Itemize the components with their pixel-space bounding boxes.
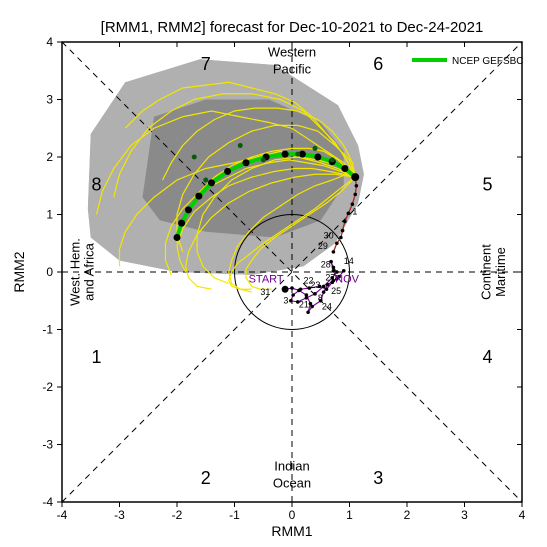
- region-label-top: Pacific: [273, 62, 312, 77]
- phase-number: 1: [91, 347, 101, 367]
- y-tick-label: 1: [46, 208, 53, 222]
- obs-day-label: 3: [283, 296, 288, 306]
- ensemble-dot: [330, 157, 335, 162]
- obs-point: [310, 305, 314, 309]
- obs-point: [322, 285, 326, 289]
- ensemble-mean-dot: [174, 234, 181, 241]
- obs-point: [339, 236, 343, 240]
- chart-title: [RMM1, RMM2] forecast for Dec-10-2021 to…: [101, 19, 484, 36]
- ensemble-mean-dot: [341, 165, 348, 172]
- obs-day-label: 31: [260, 287, 270, 297]
- x-axis-label: RMM1: [271, 523, 312, 539]
- obs-point: [332, 266, 336, 270]
- phase-number: 6: [373, 54, 383, 74]
- y-tick-label: -3: [42, 438, 53, 452]
- obs-point: [335, 241, 339, 245]
- x-tick-label: 3: [461, 508, 468, 522]
- ensemble-mean-dot: [314, 154, 321, 161]
- obs-start-label: START: [249, 273, 284, 285]
- region-label-bottom: Ocean: [273, 476, 311, 491]
- phase-number: 3: [373, 468, 383, 488]
- obs-point: [332, 250, 336, 254]
- ensemble-dot: [203, 178, 208, 183]
- region-label-right: Continent: [478, 244, 493, 300]
- mjo-phase-diagram: 3121222324258272829301431STARTNOV1234567…: [0, 0, 547, 547]
- x-tick-label: -1: [229, 508, 240, 522]
- obs-day-label: 14: [344, 256, 354, 266]
- x-tick-label: 1: [346, 508, 353, 522]
- obs-day-label: 29: [318, 241, 328, 251]
- phase-number: 4: [482, 347, 492, 367]
- y-tick-label: 2: [46, 150, 53, 164]
- obs-start-dot: [282, 286, 289, 293]
- plot-svg: 3121222324258272829301431STARTNOV1234567…: [0, 0, 547, 547]
- obs-day-label: 8: [318, 293, 323, 303]
- obs-point: [355, 184, 359, 188]
- y-tick-label: 4: [46, 35, 53, 49]
- obs-point: [343, 220, 347, 224]
- ensemble-mean-dot: [282, 151, 289, 158]
- x-tick-label: 0: [289, 508, 296, 522]
- obs-point: [289, 299, 293, 303]
- ensemble-mean-dot: [208, 179, 215, 186]
- obs-point: [353, 193, 357, 197]
- obs-month-label: NOV: [335, 273, 360, 285]
- ensemble-mean-dot: [224, 168, 231, 175]
- obs-point: [325, 287, 329, 291]
- obs-day-label: 28: [321, 259, 331, 269]
- phase-number: 7: [201, 54, 211, 74]
- obs-day-label: 25: [331, 286, 341, 296]
- ensemble-mean-dot: [185, 206, 192, 213]
- region-label-right: Maritime: [493, 247, 508, 297]
- ensemble-dot: [295, 152, 300, 157]
- phase-number: 8: [91, 175, 101, 195]
- phase-number: 2: [201, 468, 211, 488]
- obs-point: [326, 283, 330, 287]
- obs-day-label: 30: [324, 231, 334, 241]
- obs-latest-dot: [351, 173, 359, 181]
- obs-day-label: 1: [352, 207, 357, 217]
- obs-point: [347, 212, 351, 216]
- obs-point: [299, 287, 303, 291]
- y-tick-label: -2: [42, 380, 53, 394]
- obs-point: [291, 293, 295, 297]
- obs-day-label: 24: [322, 301, 332, 311]
- ensemble-mean-dot: [243, 159, 250, 166]
- x-tick-label: -2: [172, 508, 183, 522]
- obs-day-label: 23: [310, 280, 320, 290]
- ensemble-dot: [192, 155, 197, 160]
- y-axis-label: RMM2: [11, 251, 27, 292]
- obs-point: [342, 269, 346, 273]
- ensemble-dot: [238, 143, 243, 148]
- region-label-bottom: Indian: [274, 458, 309, 473]
- x-tick-label: -4: [57, 508, 68, 522]
- x-tick-label: -3: [114, 508, 125, 522]
- ensemble-dot: [313, 146, 318, 151]
- region-label-left: and Africa: [82, 242, 97, 301]
- obs-point: [341, 229, 345, 233]
- region-label-left: West. Hem.: [67, 238, 82, 306]
- obs-point: [306, 310, 310, 314]
- obs-day-label: 21: [299, 300, 309, 310]
- y-tick-label: -1: [42, 323, 53, 337]
- y-tick-label: -4: [42, 495, 53, 509]
- ensemble-mean-dot: [178, 220, 185, 227]
- ensemble-dot: [261, 157, 266, 162]
- obs-point: [313, 292, 317, 296]
- ensemble-mean-dot: [195, 193, 202, 200]
- x-tick-label: 4: [519, 508, 526, 522]
- y-tick-label: 3: [46, 93, 53, 107]
- phase-number: 5: [482, 175, 492, 195]
- legend-label: NCEP GEFSBC: [452, 56, 524, 67]
- y-tick-label: 0: [46, 265, 53, 279]
- x-tick-label: 2: [404, 508, 411, 522]
- obs-point: [290, 286, 294, 290]
- obs-day-label: 27: [325, 273, 335, 283]
- obs-point: [351, 202, 355, 206]
